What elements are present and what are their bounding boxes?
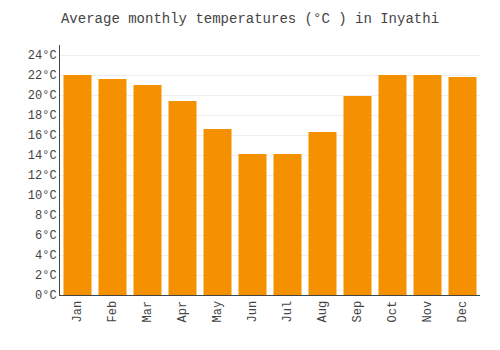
svg-text:Jun: Jun bbox=[246, 301, 260, 323]
svg-text:May: May bbox=[211, 301, 225, 323]
svg-text:Oct: Oct bbox=[386, 301, 400, 323]
svg-text:Apr: Apr bbox=[176, 301, 190, 323]
svg-text:Dec: Dec bbox=[456, 301, 470, 323]
svg-text:14°C: 14°C bbox=[28, 149, 57, 163]
svg-text:Jan: Jan bbox=[71, 301, 85, 323]
svg-text:2°C: 2°C bbox=[35, 269, 57, 283]
svg-text:18°C: 18°C bbox=[28, 109, 57, 123]
svg-text:Feb: Feb bbox=[106, 301, 120, 323]
svg-text:Nov: Nov bbox=[421, 301, 435, 323]
svg-text:Sep: Sep bbox=[351, 301, 365, 323]
svg-text:Mar: Mar bbox=[141, 301, 155, 323]
svg-text:Aug: Aug bbox=[316, 301, 330, 323]
svg-text:10°C: 10°C bbox=[28, 189, 57, 203]
svg-text:12°C: 12°C bbox=[28, 169, 57, 183]
svg-text:20°C: 20°C bbox=[28, 89, 57, 103]
svg-text:6°C: 6°C bbox=[35, 229, 57, 243]
svg-text:4°C: 4°C bbox=[35, 249, 57, 263]
svg-text:0°C: 0°C bbox=[35, 289, 57, 303]
svg-text:22°C: 22°C bbox=[28, 69, 57, 83]
svg-text:24°C: 24°C bbox=[28, 49, 57, 63]
svg-text:8°C: 8°C bbox=[35, 209, 57, 223]
svg-text:16°C: 16°C bbox=[28, 129, 57, 143]
svg-text:Average monthly temperatures (: Average monthly temperatures (°C ) in In… bbox=[61, 11, 439, 27]
svg-text:Jul: Jul bbox=[281, 301, 295, 323]
